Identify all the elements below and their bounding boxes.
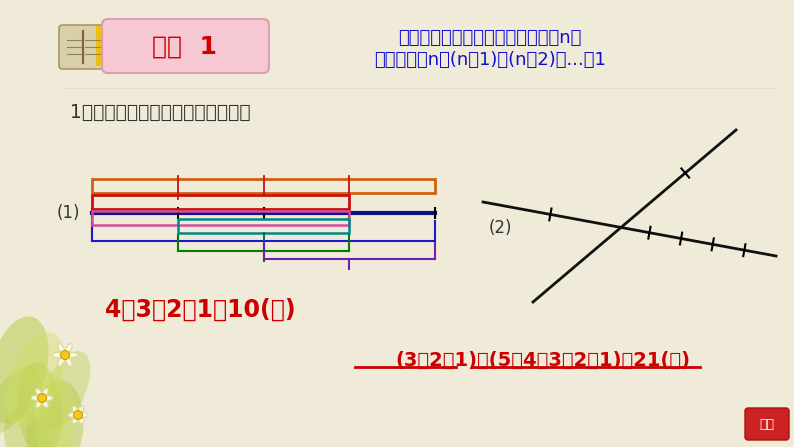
Ellipse shape (64, 355, 72, 367)
Text: (1): (1) (56, 204, 79, 222)
Ellipse shape (77, 415, 84, 424)
Ellipse shape (36, 388, 43, 398)
Ellipse shape (36, 398, 43, 408)
Text: (2): (2) (488, 219, 512, 237)
Ellipse shape (58, 355, 66, 367)
Circle shape (37, 393, 47, 402)
Text: 返回: 返回 (760, 417, 774, 430)
Text: (3＋2＋1)＋(5＋4＋3＋2＋1)＝21(条): (3＋2＋1)＋(5＋4＋3＋2＋1)＝21(条) (395, 350, 691, 370)
Ellipse shape (41, 398, 48, 408)
Text: 4＋3＋2＋1＝10(条): 4＋3＋2＋1＝10(条) (105, 298, 295, 322)
Text: 则总条数是n＋(n－1)＋(n－2)＋...＋1: 则总条数是n＋(n－1)＋(n－2)＋...＋1 (374, 51, 606, 69)
Ellipse shape (78, 413, 88, 417)
Ellipse shape (40, 351, 91, 429)
Ellipse shape (72, 406, 79, 415)
Ellipse shape (65, 353, 78, 358)
Ellipse shape (52, 353, 65, 358)
FancyBboxPatch shape (96, 26, 118, 66)
Ellipse shape (35, 375, 75, 447)
FancyBboxPatch shape (102, 19, 269, 73)
Bar (92, 211, 349, 225)
Ellipse shape (4, 408, 52, 447)
Ellipse shape (64, 344, 72, 355)
Text: 类型  1: 类型 1 (152, 35, 218, 59)
Ellipse shape (58, 344, 66, 355)
Bar (92, 179, 435, 193)
Ellipse shape (17, 362, 62, 447)
Ellipse shape (0, 316, 48, 424)
Ellipse shape (77, 406, 84, 415)
Ellipse shape (6, 332, 64, 428)
Circle shape (74, 410, 83, 419)
Circle shape (60, 350, 70, 359)
Ellipse shape (42, 396, 53, 401)
FancyBboxPatch shape (745, 408, 789, 440)
Ellipse shape (72, 415, 79, 424)
Bar (178, 219, 349, 233)
Bar (92, 195, 349, 209)
Ellipse shape (31, 396, 42, 401)
Ellipse shape (0, 366, 39, 434)
Text: 数线段，先数基本线段，若条数是n，: 数线段，先数基本线段，若条数是n， (399, 29, 582, 47)
Text: 1．下面各图中分别有多少条线段？: 1．下面各图中分别有多少条线段？ (70, 102, 251, 122)
Ellipse shape (26, 380, 83, 447)
FancyBboxPatch shape (59, 25, 107, 69)
Ellipse shape (41, 388, 48, 398)
Ellipse shape (68, 413, 78, 417)
